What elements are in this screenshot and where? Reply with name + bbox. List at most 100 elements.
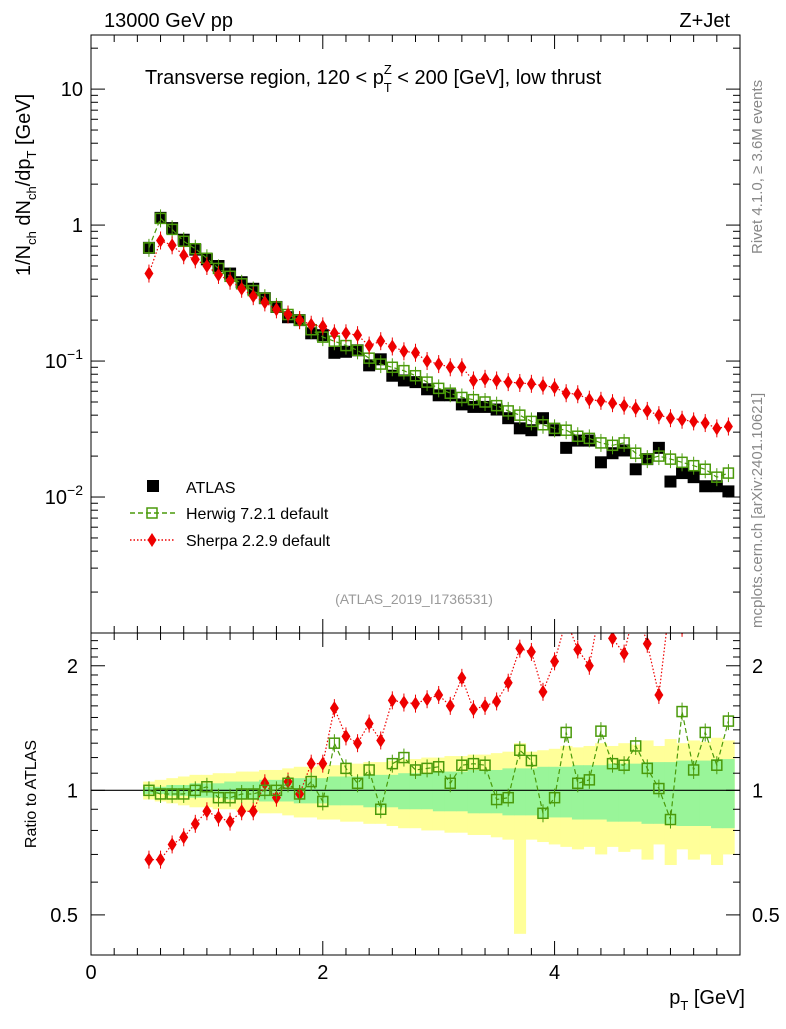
atlas-point: [513, 422, 526, 435]
sherpa-point: [156, 233, 166, 248]
sherpa-point: [665, 411, 675, 426]
ratio-panel: 0.5 0.5 1 1 2 2 0 2 4 Ratio to ATLAS pT [GeV]: [23, 586, 780, 1013]
ratio-band-stat: [722, 759, 735, 829]
y-tick-label: 1: [72, 215, 83, 237]
herwig-point: [143, 242, 155, 254]
sherpa-ratio-point: [156, 852, 166, 867]
legend-atlas-label: ATLAS: [186, 480, 236, 497]
sherpa-point: [584, 392, 594, 407]
herwig-point: [490, 399, 503, 412]
sherpa-point: [213, 267, 223, 282]
sherpa-ratio-point: [306, 756, 316, 771]
sherpa-point: [318, 319, 328, 334]
ratio-y-tick-label: 2: [67, 656, 78, 678]
sherpa-point: [457, 360, 467, 375]
sherpa-ratio-point: [167, 837, 177, 852]
herwig-point: [467, 393, 480, 406]
sherpa-ratio-point: [225, 814, 235, 829]
herwig-ratio-point: [641, 762, 654, 775]
x-tick-label: 2: [317, 962, 328, 984]
x-tick-label: 4: [549, 962, 560, 984]
herwig-point: [537, 419, 549, 431]
sherpa-point: [364, 338, 374, 353]
legend-herwig-marker: [146, 507, 158, 519]
herwig-ratio-point: [421, 762, 433, 775]
herwig-ratio-point: [340, 762, 352, 775]
herwig-ratio-point: [189, 784, 202, 797]
y-tick-label: 10−2: [45, 482, 83, 509]
sherpa-ratio-point: [573, 642, 583, 657]
sherpa-ratio-point: [584, 658, 594, 673]
y-tick-label: 10−1: [45, 346, 83, 373]
ratio-y-tick-label-right: 2: [752, 656, 763, 678]
herwig-ratio-point: [305, 775, 317, 788]
sherpa-point: [723, 419, 733, 434]
herwig-ratio-point: [595, 725, 607, 737]
sherpa-point: [526, 376, 536, 391]
ratio-band-stat: [711, 759, 724, 829]
sherpa-point: [399, 344, 409, 359]
legend-sherpa-marker: [147, 533, 157, 547]
sherpa-point: [596, 393, 606, 408]
herwig-ratio-point: [560, 726, 572, 739]
atlas-point: [328, 346, 341, 359]
sherpa-ratio-point: [364, 716, 374, 731]
header-beam-label: 13000 GeV pp: [104, 10, 233, 32]
herwig-point: [560, 424, 572, 436]
sherpa-ratio-point: [179, 830, 189, 845]
ratio-band-stat: [514, 768, 527, 816]
herwig-ratio-point: [548, 791, 561, 804]
herwig-ratio-point: [479, 759, 491, 771]
sherpa-ratio-point: [712, 607, 721, 621]
ratio-band-stat: [664, 762, 677, 824]
herwig-point: [606, 439, 619, 452]
sherpa-ratio-point: [422, 692, 432, 707]
herwig-ratio-point: [502, 791, 514, 804]
sherpa-ratio-point: [596, 596, 605, 610]
sherpa-point: [329, 326, 339, 341]
herwig-ratio-point: [374, 803, 387, 816]
sherpa-point: [712, 421, 722, 436]
sherpa-ratio-point: [724, 586, 733, 600]
herwig-ratio-point: [525, 754, 538, 767]
sherpa-ratio-point: [654, 687, 664, 702]
atlas-point: [629, 463, 642, 476]
sherpa-ratio-point: [329, 701, 339, 716]
sherpa-point: [700, 416, 710, 431]
sherpa-point: [538, 378, 548, 393]
atlas-point: [397, 374, 410, 387]
herwig-point: [398, 364, 410, 377]
ratio-band-stat: [595, 765, 608, 820]
herwig-point: [618, 437, 630, 449]
sherpa-ratio-point: [538, 684, 548, 699]
herwig-point: [444, 387, 457, 399]
sherpa-ratio-point: [353, 736, 363, 751]
herwig-ratio-point: [432, 761, 445, 773]
header-process-label: Z+Jet: [679, 10, 730, 32]
herwig-point: [166, 223, 178, 236]
sherpa-ratio-point: [619, 646, 629, 661]
rivet-version-label: Rivet 4.1.0, ≥ 3.6M events: [749, 80, 766, 254]
herwig-ratio-point: [270, 784, 283, 797]
ratio-band-stat: [456, 771, 469, 812]
sherpa-point: [654, 408, 664, 423]
herwig-ratio-point: [328, 737, 341, 749]
herwig-ratio-point: [467, 757, 480, 770]
herwig-point: [421, 376, 433, 388]
herwig-point: [479, 396, 491, 408]
mcplots-label: mcplots.cern.ch [arXiv:2401.10621]: [749, 393, 766, 628]
herwig-point: [409, 369, 422, 382]
ratio-ylabel: Ratio to ATLAS: [23, 740, 40, 848]
herwig-ratio-point: [537, 807, 549, 820]
main-plot-area: [142, 209, 735, 498]
ratio-plot-area: [91, 586, 740, 934]
ratio-y-tick-label: 0.5: [50, 905, 78, 927]
herwig-ratio-point: [235, 788, 248, 800]
herwig-ratio-point: [722, 715, 735, 727]
sherpa-point: [167, 238, 177, 253]
herwig-point: [432, 382, 445, 395]
herwig-ratio-point: [629, 740, 642, 752]
atlas-point: [664, 475, 677, 488]
sherpa-point: [677, 412, 687, 427]
sherpa-point: [689, 414, 699, 429]
